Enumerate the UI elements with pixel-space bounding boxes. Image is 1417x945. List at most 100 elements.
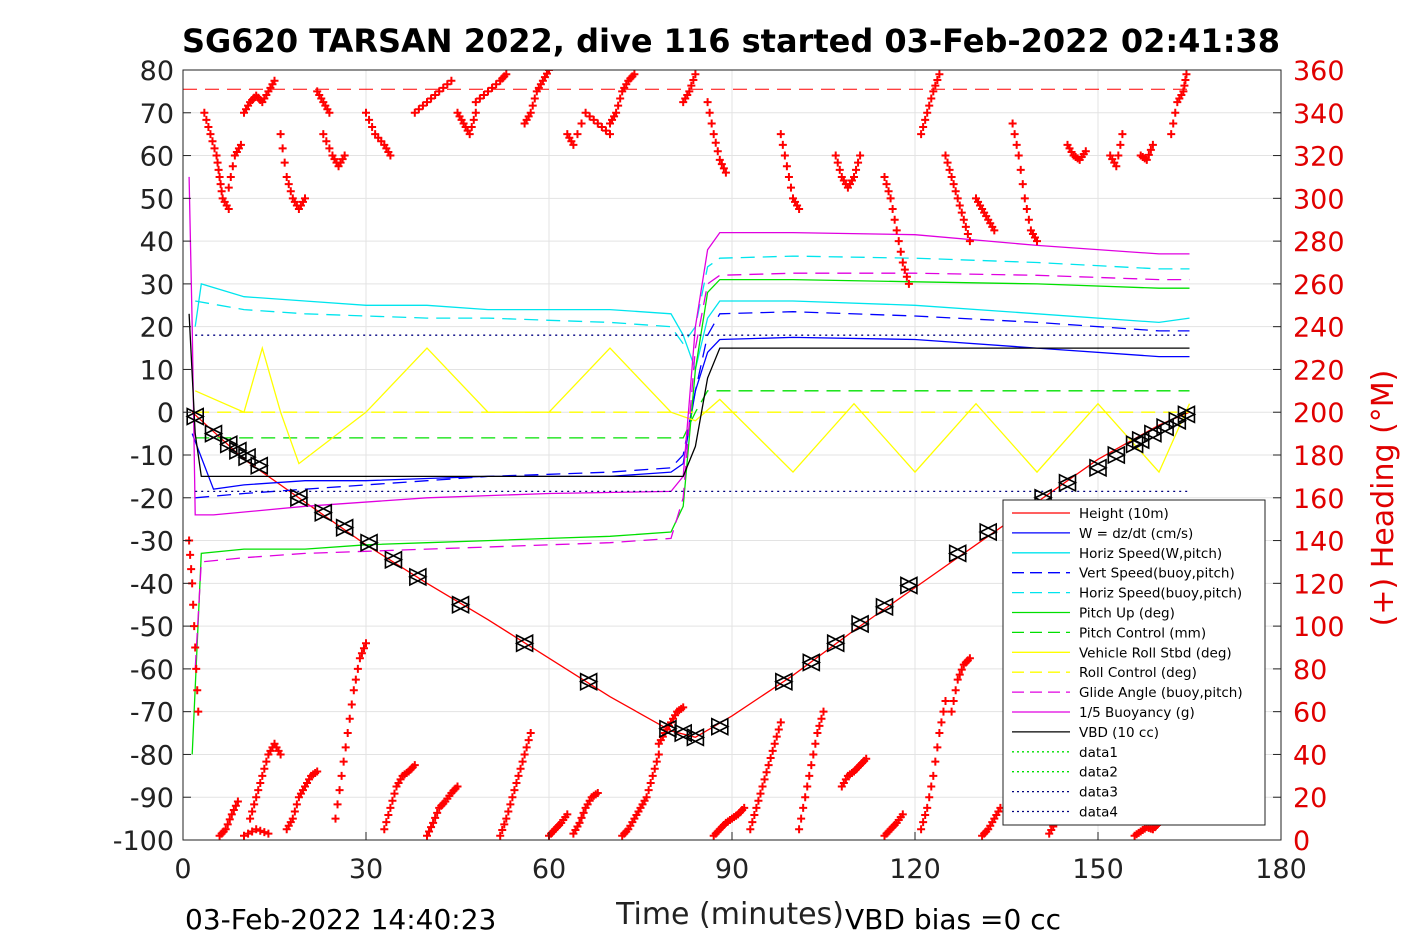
heading-point (208, 137, 217, 146)
heading-point (435, 87, 444, 96)
heading-point (353, 664, 362, 673)
heading-point (965, 237, 974, 246)
heading-point (935, 729, 944, 738)
heading-point (429, 818, 438, 827)
heading-point (815, 721, 824, 730)
heading-point (862, 754, 871, 763)
heading-point (1118, 130, 1127, 139)
heading-point (362, 639, 370, 648)
heading-point (228, 162, 237, 171)
heading-point (471, 98, 480, 107)
series-line-pitch-control-mm (195, 390, 1190, 439)
heading-point (365, 115, 374, 124)
x-tick-label: 120 (889, 854, 941, 885)
dive-marker (408, 567, 428, 587)
legend-box (1002, 499, 1266, 826)
x-tick-label: 90 (715, 854, 749, 885)
heading-point (423, 98, 431, 107)
heading-point (530, 94, 539, 103)
heading-point (935, 70, 944, 79)
heading-point (654, 750, 663, 759)
heading-point (224, 205, 233, 214)
heading-point (545, 70, 553, 74)
heading-point (319, 130, 328, 139)
heading-point (955, 670, 964, 679)
heading-point (589, 115, 598, 124)
legend-label: Vert Speed(buoy,pitch) (1079, 566, 1235, 582)
right-tick-label: 60 (1293, 698, 1327, 729)
heading-point (349, 686, 358, 695)
heading-point (856, 151, 865, 160)
heading-point (965, 654, 974, 663)
dive-marker (825, 633, 846, 653)
heading-point (577, 119, 586, 128)
heading-point (919, 123, 928, 132)
heading-point (248, 827, 257, 836)
heading-point (359, 644, 368, 653)
footer-start-time: 03-Feb-2022 14:40:23 (185, 903, 496, 936)
heading-point (343, 729, 352, 738)
heading-point (648, 771, 657, 780)
heading-point (453, 782, 462, 791)
heading-point (795, 205, 804, 214)
heading-point (898, 810, 907, 819)
heading-point (803, 782, 812, 791)
heading-point (433, 808, 442, 817)
heading-point (630, 70, 639, 79)
heading-point (467, 123, 476, 132)
heading-point (880, 172, 889, 181)
heading-point (760, 775, 769, 784)
heading-point (852, 165, 861, 174)
heading-point (286, 187, 295, 196)
heading-point (1144, 150, 1153, 159)
heading-point (691, 70, 700, 79)
heading-point (212, 151, 221, 160)
dive-marker (685, 728, 706, 747)
dive-marker (578, 672, 599, 692)
heading-point (754, 796, 763, 805)
right-tick-label: 0 (1293, 826, 1310, 857)
heading-point (961, 222, 970, 231)
heading-point (250, 800, 259, 809)
heading-point (301, 194, 309, 203)
heading-point (510, 786, 519, 795)
x-tick-label: 180 (1255, 854, 1307, 885)
heading-point (270, 76, 279, 85)
right-tick-label: 40 (1293, 740, 1327, 771)
heading-point (388, 796, 397, 805)
heading-point (601, 126, 610, 135)
heading-point (886, 194, 895, 203)
heading-point (244, 829, 253, 838)
right-axis-label: (+) Heading (°M) (1366, 370, 1401, 627)
heading-point (933, 75, 942, 84)
right-tick-label: 220 (1293, 355, 1345, 386)
heading-point (347, 700, 356, 709)
heading-point (526, 108, 535, 117)
heading-point (805, 771, 814, 780)
heading-point (290, 807, 299, 816)
heading-point (240, 831, 248, 840)
heading-point (689, 75, 698, 84)
heading-point (577, 813, 586, 822)
heading-point (925, 101, 934, 110)
right-tick-label: 240 (1293, 313, 1345, 344)
heading-point (465, 130, 474, 139)
heading-point (282, 172, 291, 181)
heading-point (748, 818, 757, 827)
heading-point (335, 786, 344, 795)
heading-point (813, 729, 822, 738)
heading-point (927, 94, 936, 103)
heading-point (1114, 151, 1123, 160)
heading-point (782, 162, 791, 171)
heading-point (951, 187, 960, 196)
dive-marker (313, 503, 334, 523)
heading-point (331, 814, 340, 823)
heading-point (573, 130, 582, 139)
heading-point (191, 643, 200, 652)
heading-point (809, 750, 818, 759)
heading-point (768, 746, 777, 755)
x-tick-label: 60 (532, 854, 566, 885)
heading-point (221, 825, 230, 834)
heading-point (216, 180, 225, 189)
